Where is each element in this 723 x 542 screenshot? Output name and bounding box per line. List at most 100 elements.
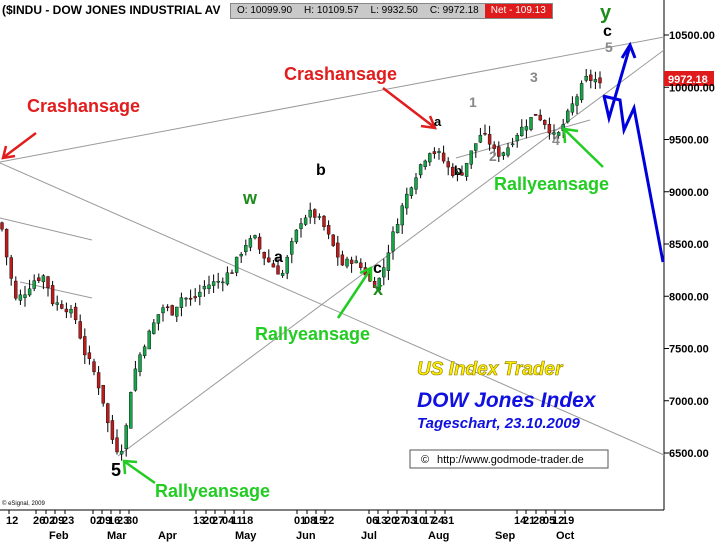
candle-body xyxy=(478,134,483,143)
x-day-label: 27 xyxy=(394,515,406,527)
x-day-label: 21 xyxy=(523,515,535,527)
candle-body xyxy=(543,120,547,125)
candle-body xyxy=(225,272,230,285)
ohlc-net: Net - 109.13 xyxy=(484,4,552,18)
candle-body xyxy=(115,437,119,453)
candle-body xyxy=(211,281,216,286)
x-day-label: 31 xyxy=(442,515,454,527)
wave-label-x: x xyxy=(373,279,383,299)
candle-body xyxy=(474,143,478,151)
candle-body xyxy=(589,74,593,81)
candle-body xyxy=(230,272,234,274)
candle-body xyxy=(60,304,64,309)
candle-body xyxy=(119,450,124,455)
candle-body xyxy=(165,306,170,309)
candle-body xyxy=(69,308,73,314)
ohlc-box: O: 10099.90 H: 10109.57 L: 9932.50 C: 99… xyxy=(230,3,553,19)
candle-body xyxy=(14,280,18,299)
chart-title-bar: ($INDU - DOW JONES INDUSTRIAL AV xyxy=(2,3,220,17)
x-day-label: 20 xyxy=(203,515,215,527)
candle-body xyxy=(267,257,271,263)
x-day-label: 28 xyxy=(533,515,545,527)
candle-body xyxy=(41,275,46,283)
candle-body xyxy=(280,272,285,276)
candle-body xyxy=(276,265,280,275)
candle-body xyxy=(566,110,570,123)
candle-body xyxy=(161,307,165,314)
candle-body xyxy=(464,162,469,177)
x-month-label: Sep xyxy=(495,530,515,542)
candle-body xyxy=(556,132,561,136)
candle-body xyxy=(598,77,602,84)
candle-body xyxy=(510,143,515,146)
candle-body xyxy=(239,254,243,257)
candle-body xyxy=(386,252,391,271)
candle-body xyxy=(216,280,220,283)
candle-body xyxy=(547,124,552,134)
x-day-label: 19 xyxy=(562,515,574,527)
candle-body xyxy=(414,177,418,190)
rally-arrow-low xyxy=(124,460,156,485)
wave-label-y: y xyxy=(600,2,612,24)
wave-label-c1: c xyxy=(373,260,382,277)
wave-label-5: 5 xyxy=(605,39,613,55)
wave-label-3: 3 xyxy=(530,69,538,85)
candle-body xyxy=(515,134,519,142)
crash-arrowhead-right xyxy=(420,115,437,130)
candle-body xyxy=(299,223,303,229)
wave-label-b2: b xyxy=(454,163,462,178)
url-copyright-symbol: © xyxy=(421,454,429,466)
candle-body xyxy=(354,260,358,264)
wave-label-2: 2 xyxy=(489,148,497,164)
candle-body xyxy=(487,134,492,145)
candles-group xyxy=(0,69,602,461)
candle-body xyxy=(552,132,556,135)
candle-body xyxy=(331,234,335,246)
candle-body xyxy=(340,254,345,266)
x-day-label: 23 xyxy=(62,515,74,527)
wave-label-a2: a xyxy=(434,114,442,129)
candle-body xyxy=(584,75,588,81)
x-day-label: 13 xyxy=(193,515,205,527)
x-month-label: Apr xyxy=(158,530,178,542)
x-month-label: Jun xyxy=(296,530,316,542)
candle-body xyxy=(0,222,4,230)
x-day-label: 27 xyxy=(212,515,224,527)
rally-label-2: Rallyeansage xyxy=(255,324,370,344)
x-month-label: Mar xyxy=(107,530,127,542)
x-month-label: Aug xyxy=(428,530,449,542)
rally-arrow-right xyxy=(564,129,604,168)
candle-body xyxy=(138,354,142,372)
x-day-label: 06 xyxy=(366,515,378,527)
brand-line-2: DOW Jones Index xyxy=(417,389,597,412)
x-day-label: 26 xyxy=(33,515,45,527)
candle-body xyxy=(303,217,308,225)
candle-body xyxy=(4,228,9,258)
candle-body xyxy=(451,166,455,176)
upper-trendline xyxy=(0,36,665,163)
candle-body xyxy=(409,187,414,196)
y-tick-label: 10500.00 xyxy=(669,30,715,42)
rally-arrowhead-right xyxy=(562,127,579,144)
candle-body xyxy=(78,321,82,339)
candle-body xyxy=(455,172,460,175)
candle-body xyxy=(501,152,506,156)
url-text[interactable]: http://www.godmode-trader.de xyxy=(437,454,584,466)
candle-body xyxy=(579,83,584,101)
candle-body xyxy=(418,164,423,176)
x-day-label: 12 xyxy=(6,515,18,527)
candle-body xyxy=(349,259,354,264)
candle-body xyxy=(170,305,174,316)
candle-body xyxy=(372,281,377,288)
candle-body xyxy=(432,151,437,155)
candle-body xyxy=(271,263,276,268)
x-day-label: 11 xyxy=(231,515,243,527)
candle-body xyxy=(156,314,161,324)
x-day-label: 22 xyxy=(322,515,334,527)
candle-body xyxy=(175,306,179,317)
candle-body xyxy=(317,216,322,218)
trend-lines xyxy=(0,36,665,457)
wave-label-c2: c xyxy=(603,23,612,40)
